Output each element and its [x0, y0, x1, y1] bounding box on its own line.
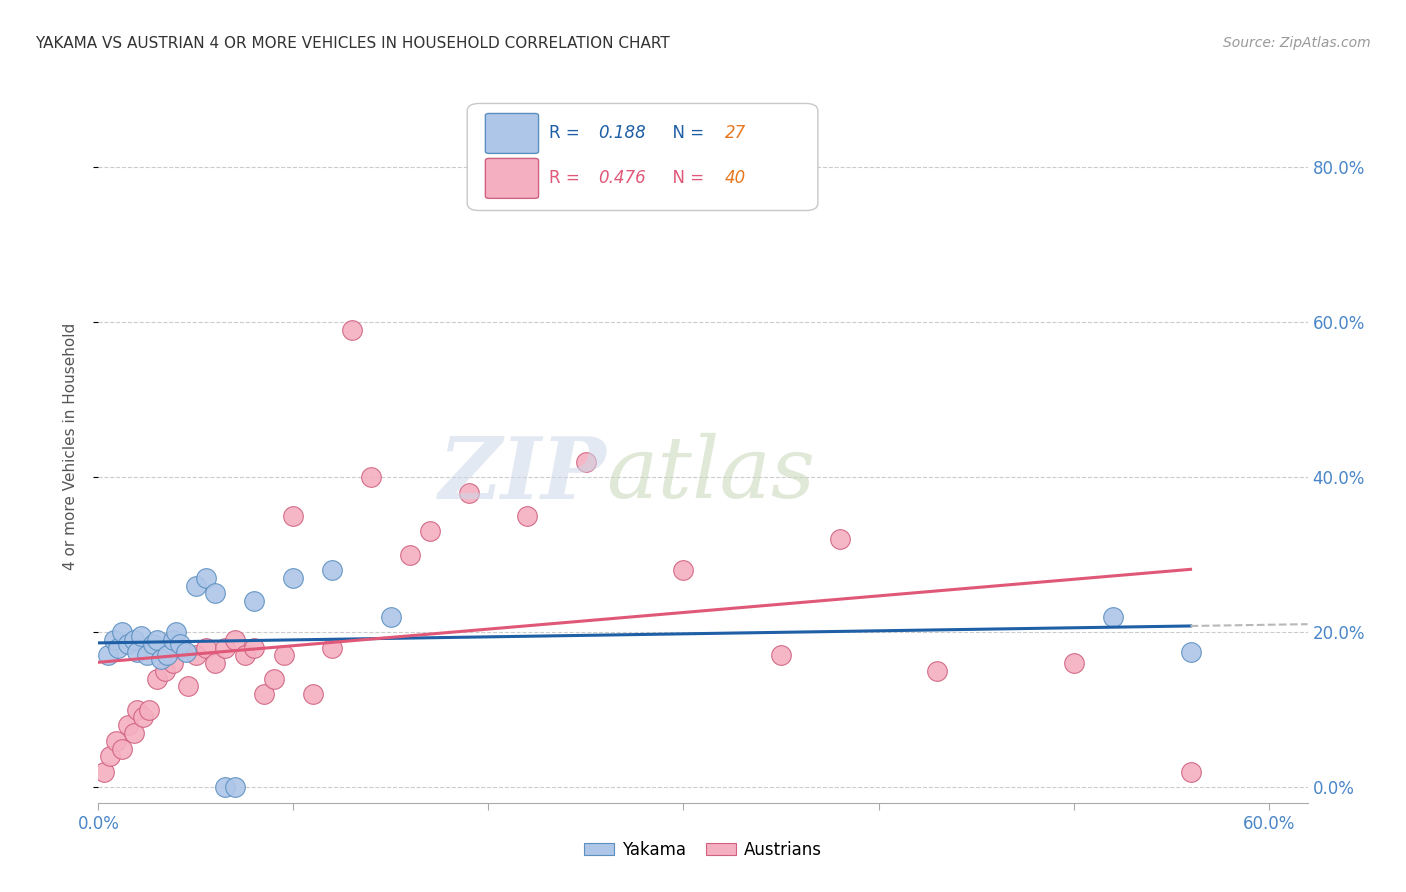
Point: [174, 644, 197, 658]
Text: R =: R =: [550, 169, 585, 187]
Point: [184, 579, 207, 593]
Point: [1063, 656, 1085, 670]
Point: [321, 563, 343, 577]
Point: [146, 632, 169, 647]
Point: [273, 648, 295, 663]
Text: N =: N =: [662, 169, 709, 187]
Text: 0.476: 0.476: [598, 169, 645, 187]
Point: [224, 632, 246, 647]
Point: [111, 741, 134, 756]
Legend: Yakama, Austrians: Yakama, Austrians: [583, 840, 823, 859]
Point: [283, 571, 305, 585]
Point: [136, 648, 159, 663]
Text: ZIP: ZIP: [439, 433, 606, 516]
Point: [243, 640, 266, 655]
Point: [162, 656, 184, 670]
Point: [103, 632, 125, 647]
Point: [253, 687, 276, 701]
Point: [132, 710, 155, 724]
Point: [138, 703, 160, 717]
Point: [233, 648, 256, 663]
Point: [224, 780, 246, 795]
Point: [1180, 764, 1202, 779]
Point: [828, 532, 851, 546]
Point: [204, 656, 226, 670]
Text: 40: 40: [724, 169, 747, 187]
Point: [243, 594, 266, 608]
Point: [149, 652, 172, 666]
Point: [302, 687, 325, 701]
Point: [194, 571, 217, 585]
Point: [153, 664, 176, 678]
Text: 27: 27: [724, 125, 747, 143]
Point: [122, 632, 145, 647]
Point: [104, 733, 127, 747]
Point: [169, 640, 191, 655]
Point: [122, 726, 145, 740]
Point: [146, 672, 169, 686]
Point: [925, 664, 948, 678]
Point: [399, 548, 422, 562]
Point: [360, 470, 382, 484]
Point: [672, 563, 695, 577]
Point: [204, 586, 226, 600]
Text: atlas: atlas: [606, 434, 815, 516]
Point: [419, 524, 441, 539]
Point: [162, 632, 184, 647]
Point: [194, 640, 217, 655]
Point: [117, 637, 139, 651]
Point: [97, 648, 120, 663]
FancyBboxPatch shape: [467, 103, 818, 211]
Point: [575, 454, 598, 468]
Text: 0.188: 0.188: [598, 125, 645, 143]
Point: [380, 609, 402, 624]
Text: R =: R =: [550, 125, 585, 143]
Point: [93, 764, 115, 779]
Point: [127, 644, 149, 658]
Text: Source: ZipAtlas.com: Source: ZipAtlas.com: [1223, 36, 1371, 50]
Point: [321, 640, 343, 655]
Point: [142, 637, 165, 651]
Point: [107, 640, 129, 655]
Point: [769, 648, 792, 663]
FancyBboxPatch shape: [485, 159, 538, 198]
Text: YAKAMA VS AUSTRIAN 4 OR MORE VEHICLES IN HOUSEHOLD CORRELATION CHART: YAKAMA VS AUSTRIAN 4 OR MORE VEHICLES IN…: [35, 36, 669, 51]
Point: [131, 629, 153, 643]
Point: [184, 648, 207, 663]
Point: [1101, 609, 1123, 624]
Point: [340, 323, 363, 337]
Point: [458, 485, 481, 500]
Point: [214, 640, 236, 655]
Y-axis label: 4 or more Vehicles in Household: 4 or more Vehicles in Household: [63, 322, 77, 570]
Point: [169, 637, 191, 651]
Point: [1180, 644, 1202, 658]
Point: [516, 508, 538, 523]
Point: [283, 508, 305, 523]
Point: [117, 718, 139, 732]
FancyBboxPatch shape: [485, 113, 538, 153]
Text: N =: N =: [662, 125, 709, 143]
Point: [98, 749, 121, 764]
Point: [214, 780, 236, 795]
Point: [156, 648, 179, 663]
Point: [127, 703, 149, 717]
Point: [177, 680, 200, 694]
Point: [165, 625, 187, 640]
Point: [111, 625, 134, 640]
Point: [263, 672, 285, 686]
